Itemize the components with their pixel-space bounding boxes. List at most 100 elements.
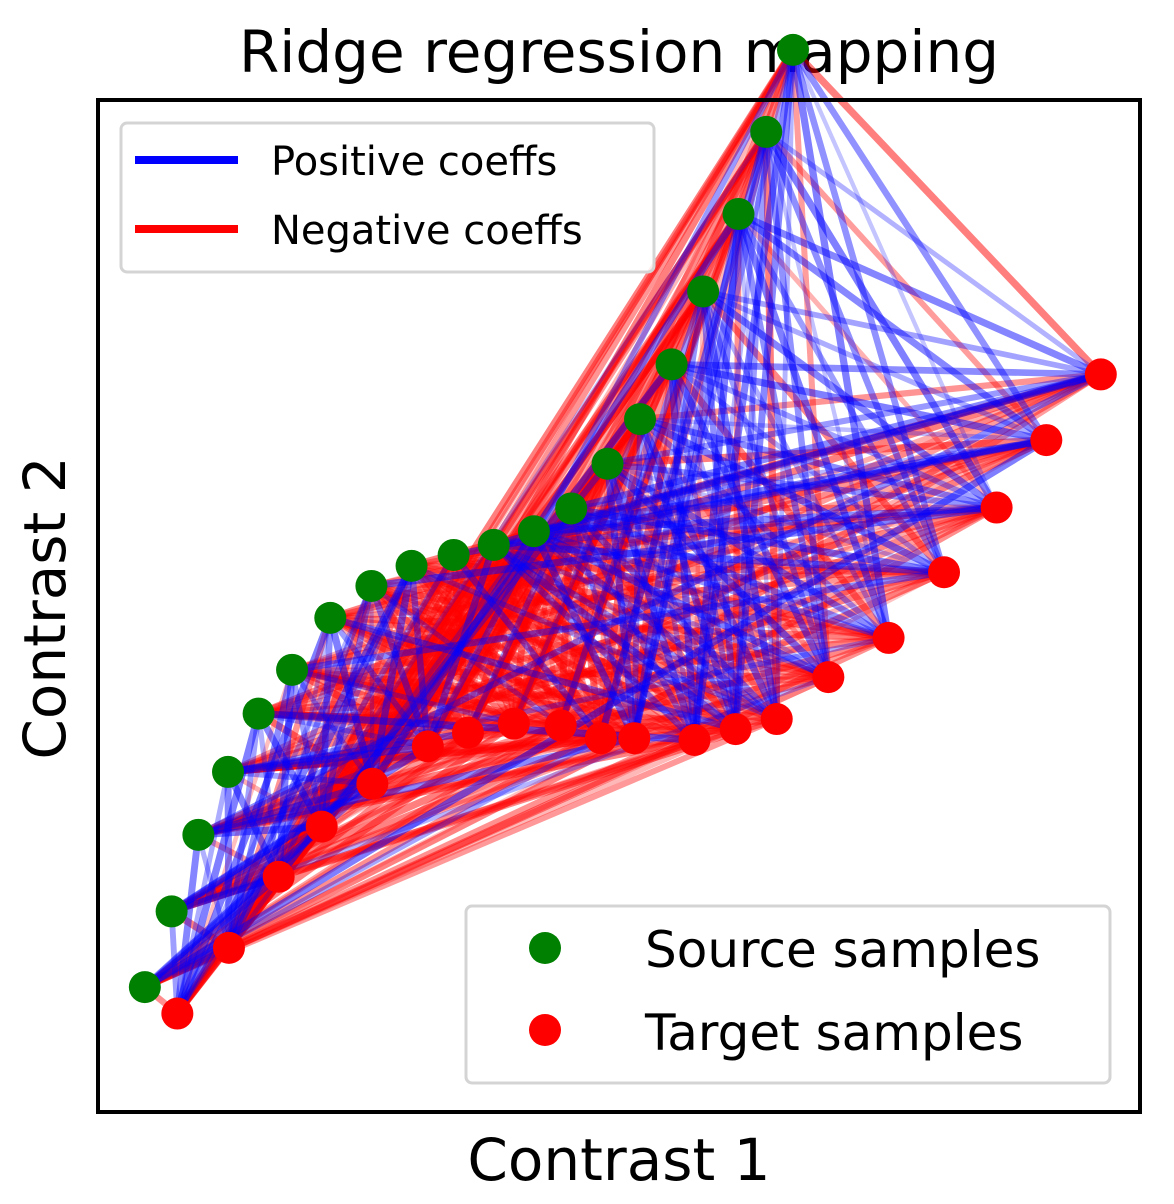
positive-coeff-line — [668, 361, 947, 575]
negative-coeff-line — [224, 568, 948, 776]
positive-coeff-line — [255, 710, 326, 831]
negative-coeff-line — [141, 634, 892, 991]
positive-coeff-line — [288, 568, 948, 674]
legend-target-label: Target samples — [644, 1004, 1023, 1062]
target-point — [497, 707, 530, 740]
source-point — [242, 697, 275, 730]
source-point — [517, 515, 550, 548]
positive-coeff-line — [318, 614, 334, 830]
negative-coeff-line — [368, 360, 675, 788]
positive-coeff-line — [735, 210, 1050, 444]
positive-coeff-line — [318, 582, 375, 830]
marker-legend: Source samples Target samples — [464, 904, 1112, 1085]
positive-coeff-line — [762, 128, 832, 681]
positive-coeff-line — [690, 210, 743, 744]
negative-coeff-line — [142, 570, 947, 990]
positive-coeff-line — [636, 415, 948, 576]
legend-source-label: Source samples — [645, 921, 1040, 979]
negative-coeff-line — [636, 371, 1104, 423]
positive-coeff-line — [424, 46, 797, 750]
positive-coeff-line — [690, 46, 797, 744]
positive-coeff-line — [141, 823, 326, 991]
negative-coeff-line — [318, 46, 797, 830]
negative-coeff-line — [557, 504, 575, 729]
positive-coeff-line — [668, 361, 739, 732]
positive-coeff-line — [700, 288, 1049, 443]
positive-coeff-line — [692, 129, 769, 743]
negative-coeff-line — [510, 46, 797, 728]
plot-frame — [96, 98, 1142, 1114]
positive-coeff-line — [225, 562, 416, 952]
positive-coeff-line — [604, 460, 699, 744]
negative-coeff-line — [604, 460, 780, 722]
negative-coeff-line — [408, 436, 1050, 569]
source-point — [591, 447, 624, 480]
positive-coeff-line — [141, 436, 1050, 991]
positive-coeff-line — [668, 361, 1105, 378]
legend-negative-label: Negative coeffs — [271, 208, 583, 254]
positive-coeff-line — [567, 505, 781, 723]
target-points — [161, 358, 1117, 1030]
positive-coeff-line — [490, 541, 698, 744]
positive-coeff-line — [568, 437, 1049, 511]
positive-coeff-line — [490, 541, 780, 723]
negative-coeff-line — [557, 46, 797, 729]
positive-coeff-line — [604, 460, 638, 742]
positive-coeff-line — [789, 46, 893, 642]
target-point — [812, 661, 845, 694]
positive-coeff-line — [530, 504, 1001, 535]
positive-coeff-line — [567, 504, 948, 576]
source-point — [776, 33, 809, 66]
legend-target-marker — [529, 1014, 561, 1046]
target-point — [584, 722, 617, 755]
positive-coeff-line — [631, 416, 643, 742]
positive-coeff-line — [408, 562, 432, 750]
source-points — [128, 33, 809, 1004]
positive-coeff-line — [736, 211, 779, 722]
positive-coeff-line — [732, 128, 770, 733]
positive-coeff-line — [637, 416, 698, 743]
positive-coeff-line — [450, 436, 1050, 559]
positive-coeff-line — [667, 360, 699, 744]
target-point — [411, 730, 444, 763]
negative-coeff-line — [789, 46, 1105, 379]
negative-coeff-line — [450, 551, 472, 737]
negative-coeff-line — [450, 551, 518, 727]
positive-coeff-line — [604, 460, 1000, 511]
source-point — [722, 197, 755, 230]
source-point — [477, 528, 510, 561]
negative-coeff-line — [141, 504, 1000, 991]
positive-coeff-line — [735, 210, 832, 681]
positive-coeff-line — [789, 46, 1050, 444]
negative-coeff-line — [735, 211, 1000, 511]
negative-coeff-line — [141, 371, 1104, 991]
positive-coeff-line — [318, 360, 676, 831]
positive-coeff-line — [368, 210, 743, 788]
positive-coeff-line — [789, 46, 948, 576]
chart-title: Ridge regression mapping — [239, 18, 999, 86]
source-point — [624, 403, 657, 436]
positive-coeff-line — [168, 908, 181, 1017]
source-point — [314, 601, 347, 634]
source-point — [128, 971, 161, 1004]
negative-coeff-line — [567, 504, 740, 733]
negative-coeff-line — [225, 46, 797, 952]
positive-coeff-line — [196, 744, 431, 838]
positive-coeff-line — [631, 47, 796, 741]
positive-coeff-line — [174, 583, 374, 1016]
positive-coeff-line — [491, 437, 1050, 548]
positive-coeff-line — [734, 210, 1105, 378]
positive-coeff-line — [530, 527, 638, 742]
positive-coeff-line — [668, 360, 832, 681]
positive-coeff-line — [734, 210, 893, 642]
positive-coeff-line — [763, 129, 1104, 377]
negative-coeff-line — [168, 735, 638, 915]
positive-coeff-line — [603, 460, 832, 681]
source-point — [655, 348, 688, 381]
positive-coeff-line — [225, 666, 296, 952]
positive-coeff-line — [275, 460, 611, 880]
source-point — [276, 653, 309, 686]
target-point — [1084, 358, 1117, 391]
negative-coeff-line — [464, 128, 770, 737]
